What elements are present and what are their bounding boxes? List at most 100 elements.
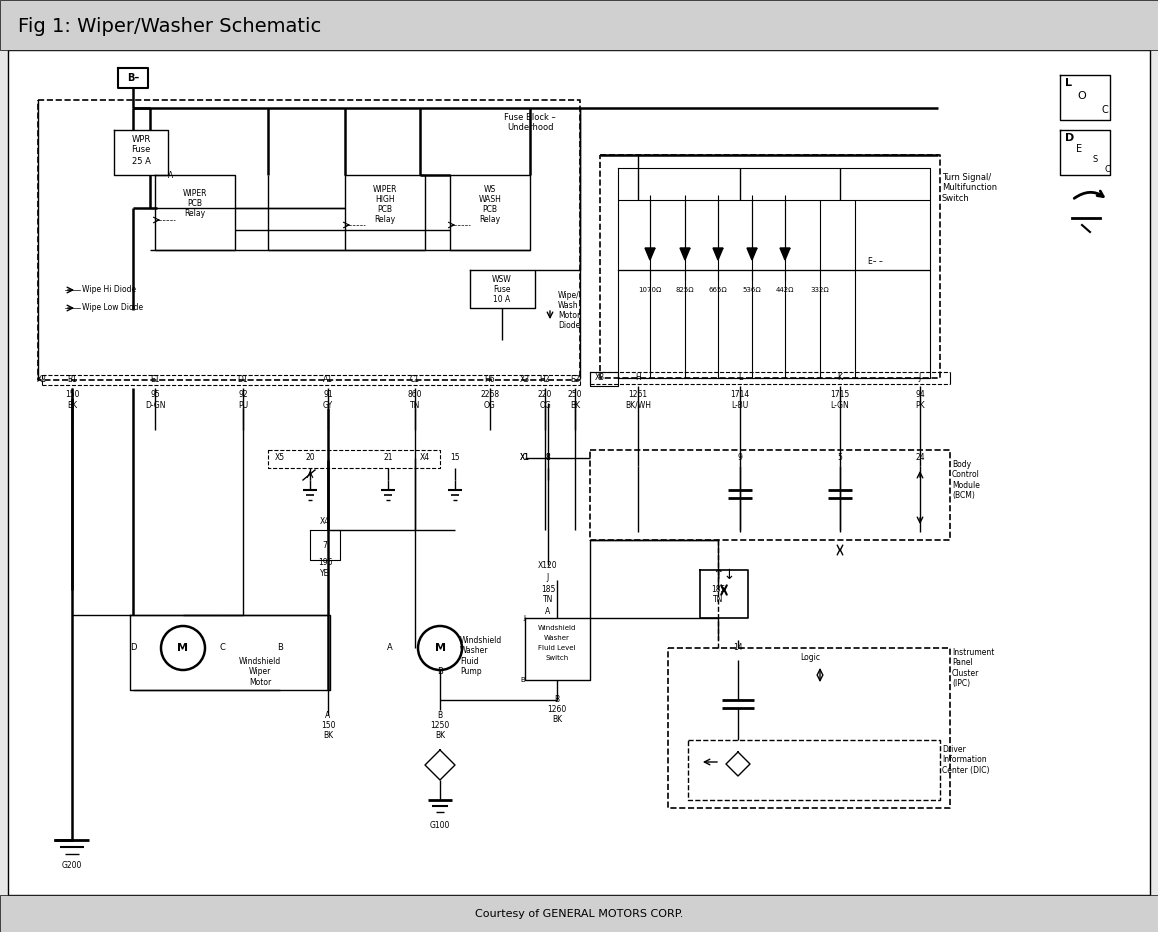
Text: 8: 8 — [545, 454, 550, 462]
Text: 1714
L-BU: 1714 L-BU — [731, 391, 749, 410]
Text: A1: A1 — [323, 376, 334, 385]
Text: K: K — [837, 374, 843, 382]
Text: 536Ω: 536Ω — [742, 287, 761, 293]
Text: E: E — [1076, 144, 1082, 154]
Text: Motor: Motor — [558, 310, 580, 320]
Text: X120: X120 — [538, 560, 558, 569]
Text: WIPER: WIPER — [373, 185, 397, 195]
Text: Driver
Information
Center (DIC): Driver Information Center (DIC) — [941, 745, 989, 774]
Text: B: B — [555, 695, 559, 705]
Text: Underhood: Underhood — [507, 124, 554, 132]
Text: TN: TN — [713, 596, 724, 605]
Text: Washer: Washer — [544, 635, 570, 641]
Text: Fuse Block –: Fuse Block – — [504, 114, 556, 122]
Text: 442Ω: 442Ω — [776, 287, 794, 293]
Text: Relay: Relay — [374, 215, 396, 225]
Bar — [0, 0, 1158, 50]
Text: 196
YE: 196 YE — [317, 558, 332, 578]
Text: D1: D1 — [237, 376, 248, 385]
Text: X2: X2 — [37, 376, 47, 385]
Text: 825Ω: 825Ω — [675, 287, 695, 293]
Text: 1261
BK/WH: 1261 BK/WH — [625, 391, 651, 410]
Text: X4: X4 — [320, 517, 330, 527]
Text: X3: X3 — [595, 374, 606, 382]
Text: 1070Ω: 1070Ω — [638, 287, 661, 293]
Text: B1: B1 — [67, 376, 76, 385]
Text: Diode: Diode — [558, 321, 580, 330]
Text: 15: 15 — [450, 454, 460, 462]
Text: 185: 185 — [711, 585, 725, 595]
Text: E2: E2 — [570, 376, 580, 385]
Polygon shape — [645, 248, 655, 260]
Text: 150: 150 — [321, 721, 336, 731]
Text: D: D — [1065, 133, 1075, 143]
Text: Fuse: Fuse — [493, 285, 511, 295]
Text: 10 A: 10 A — [493, 295, 511, 305]
Text: Instrument
Panel
Cluster
(IPC): Instrument Panel Cluster (IPC) — [952, 648, 995, 688]
Text: WSW: WSW — [492, 276, 512, 284]
Text: 5: 5 — [837, 454, 842, 462]
Text: ↑↓: ↑↓ — [712, 568, 735, 582]
Text: TN: TN — [543, 596, 554, 605]
Text: A: A — [387, 643, 393, 652]
Text: 25 A: 25 A — [132, 158, 151, 167]
Text: C: C — [219, 643, 225, 652]
Text: WASH: WASH — [478, 196, 501, 204]
Text: 91
GY: 91 GY — [323, 391, 334, 410]
Text: Fluid Level: Fluid Level — [538, 645, 576, 651]
Polygon shape — [680, 248, 690, 260]
Bar — [0, 895, 1158, 932]
Polygon shape — [747, 248, 757, 260]
Text: 332Ω: 332Ω — [811, 287, 829, 293]
Text: Wipe Hi Diode: Wipe Hi Diode — [82, 285, 137, 295]
Text: PCB: PCB — [188, 199, 203, 208]
Text: 1715
L-GN: 1715 L-GN — [830, 391, 850, 410]
Text: HIGH: HIGH — [375, 196, 395, 204]
Text: PCB: PCB — [483, 205, 498, 214]
Text: 94
PK: 94 PK — [915, 391, 925, 410]
Text: PCB: PCB — [378, 205, 393, 214]
Text: Logic: Logic — [800, 653, 820, 663]
Text: B: B — [520, 677, 525, 683]
Text: D: D — [130, 643, 137, 652]
Text: Windshield: Windshield — [537, 625, 577, 631]
Text: J: J — [523, 615, 525, 621]
Text: 20: 20 — [306, 454, 315, 462]
Text: Courtesy of GENERAL MOTORS CORP.: Courtesy of GENERAL MOTORS CORP. — [475, 909, 683, 919]
Text: M: M — [177, 643, 189, 653]
Text: WPR: WPR — [131, 135, 151, 144]
Text: 7: 7 — [323, 541, 328, 550]
Text: A: A — [325, 710, 331, 720]
Text: B: B — [438, 710, 442, 720]
Text: X4: X4 — [420, 454, 430, 462]
Text: WIPER: WIPER — [183, 188, 207, 198]
Polygon shape — [780, 248, 790, 260]
Text: L: L — [1065, 78, 1072, 88]
Text: C1: C1 — [410, 376, 420, 385]
Text: Windshield
Washer
Fluid
Pump: Windshield Washer Fluid Pump — [460, 636, 503, 676]
Text: 2268
OG: 2268 OG — [481, 391, 499, 410]
Text: WS: WS — [484, 185, 496, 195]
Text: S: S — [1092, 156, 1098, 165]
Text: 8: 8 — [545, 454, 550, 462]
Text: 150
BK: 150 BK — [65, 391, 79, 410]
Text: 24: 24 — [915, 454, 925, 462]
Text: BK: BK — [435, 732, 445, 741]
Text: L: L — [738, 374, 742, 382]
Text: 250
BK: 250 BK — [567, 391, 582, 410]
Text: 14: 14 — [733, 643, 742, 652]
Text: 92
PU: 92 PU — [237, 391, 248, 410]
Text: O: O — [1078, 91, 1086, 101]
Text: BK: BK — [552, 716, 562, 724]
Text: 220
OG: 220 OG — [537, 391, 552, 410]
Text: Body
Control
Module
(BCM): Body Control Module (BCM) — [952, 459, 980, 500]
Polygon shape — [713, 248, 723, 260]
Text: X3: X3 — [520, 376, 530, 385]
Text: Wipe/: Wipe/ — [558, 291, 580, 299]
Text: Switch: Switch — [545, 655, 569, 661]
Text: A: A — [545, 608, 550, 616]
Text: G100: G100 — [430, 821, 450, 830]
Text: X5: X5 — [274, 454, 285, 462]
Text: 860
TN: 860 TN — [408, 391, 423, 410]
Text: Fuse: Fuse — [131, 145, 151, 155]
